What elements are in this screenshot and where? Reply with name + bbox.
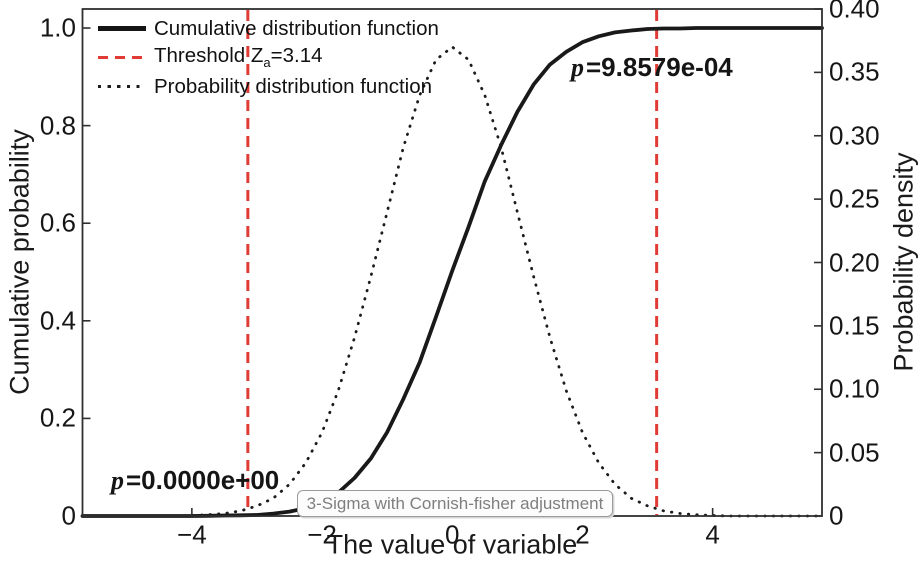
x-axis-label: The value of variable — [326, 529, 578, 560]
y-right-tick-label: 0.40 — [829, 0, 880, 24]
y-left-tick-label: 0.2 — [39, 402, 76, 433]
dotted-line-swatch-icon — [98, 84, 146, 89]
method-label-text: 3-Sigma with Cornish-fisher adjustment — [306, 493, 604, 513]
y-left-tick-label: 0.6 — [39, 207, 76, 238]
y-axis-label-left: Cumulative probability — [4, 129, 35, 395]
red-dashed-line-swatch-icon — [98, 55, 146, 60]
legend-label-cdf: Cumulative distribution function — [154, 16, 439, 40]
y-right-tick-label: 0.20 — [829, 247, 880, 277]
x-tick-label: −2 — [307, 519, 337, 550]
y-left-tick-label: 0.4 — [39, 305, 76, 336]
x-tick-label: 4 — [705, 519, 720, 550]
p-value-annotation-right: p=9.8579e-04 — [571, 52, 733, 82]
y-right-tick-label: 0.10 — [829, 373, 880, 404]
y-right-tick-label: 0.15 — [829, 310, 880, 341]
y-right-tick-label: 0.25 — [829, 183, 880, 214]
x-tick-label: −4 — [177, 519, 207, 550]
y-right-tick-label: 0 — [829, 500, 844, 531]
pdf-curve — [81, 45, 824, 518]
legend-item-pdf: Probability distribution function — [98, 72, 439, 101]
legend-label-threshold: Threshold Za=3.14 — [154, 44, 323, 71]
y-right-tick-label: 0.35 — [829, 56, 880, 87]
y-right-tick-label: 0.30 — [829, 120, 880, 151]
y-left-tick-label: 0.8 — [39, 110, 76, 141]
y-right-tick-label: 0.05 — [829, 437, 880, 468]
legend-label-pdf: Probability distribution function — [154, 74, 433, 98]
legend-item-threshold: Threshold Za=3.14 — [98, 43, 439, 72]
legend-item-cdf: Cumulative distribution function — [98, 14, 439, 43]
method-label-box: 3-Sigma with Cornish-fisher adjustment — [297, 490, 613, 517]
y-left-tick-label: 1.0 — [39, 12, 76, 43]
cdf-curve — [80, 26, 824, 518]
legend: Cumulative distribution function Thresho… — [98, 14, 439, 101]
solid-line-swatch-icon — [98, 26, 146, 31]
x-tick-label: 2 — [575, 519, 590, 550]
y-left-tick-label: 0 — [61, 500, 76, 531]
x-tick-label: 0 — [445, 519, 460, 550]
p-value-annotation-left: p=0.0000e+00 — [111, 465, 280, 495]
y-axis-label-right: Probability density — [888, 152, 919, 372]
